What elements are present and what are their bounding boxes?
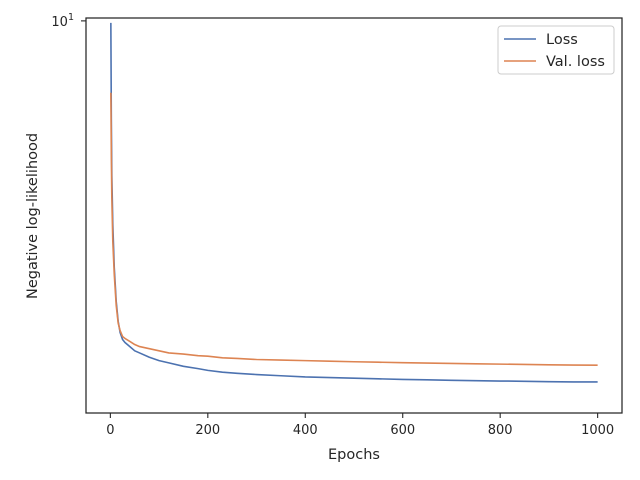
y-tick-label-base: 10 <box>51 15 68 30</box>
x-tick-label: 1000 <box>581 423 614 438</box>
x-tick-label: 200 <box>195 423 220 438</box>
plot-frame <box>85 17 623 414</box>
legend: Loss Val. loss <box>497 25 615 75</box>
y-axis-ticks: 101 <box>51 12 86 30</box>
x-axis-ticks: 0 200 400 600 800 1000 <box>106 413 614 438</box>
legend-box <box>497 25 615 75</box>
x-tick-label: 800 <box>488 423 513 438</box>
y-tick-label: 101 <box>51 12 74 30</box>
series-line-val-loss <box>110 92 598 366</box>
legend-label-loss: Loss <box>546 32 578 48</box>
x-tick-label: 0 <box>106 423 114 438</box>
x-axis-label: Epochs <box>328 447 380 463</box>
x-tick-label: 600 <box>390 423 415 438</box>
y-tick-label-exponent: 1 <box>68 12 74 23</box>
y-axis-label: Negative log-likelihood <box>25 133 41 299</box>
legend-label-val-loss: Val. loss <box>546 54 605 70</box>
plot-lines <box>110 22 598 383</box>
x-tick-label: 400 <box>293 423 318 438</box>
